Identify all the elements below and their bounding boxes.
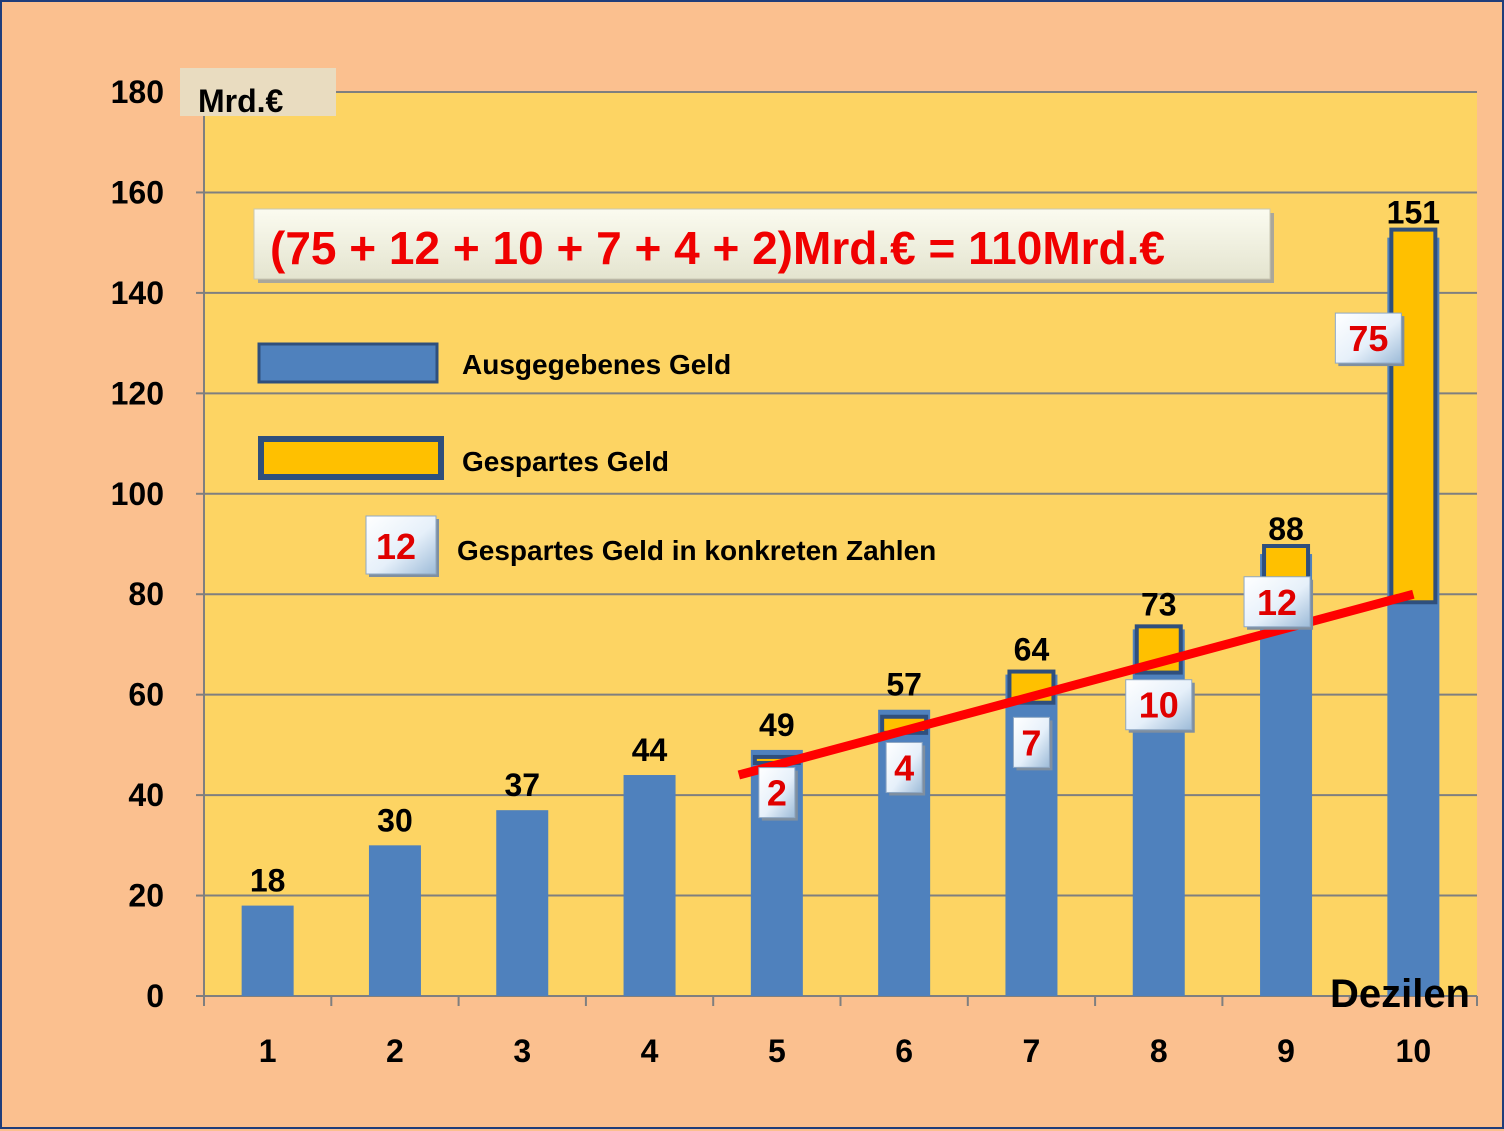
- y-tick-label: 120: [111, 375, 164, 411]
- formula-box: [253, 208, 1271, 280]
- legend-sample-box: [365, 515, 437, 575]
- unit-label: Mrd.€: [198, 83, 284, 119]
- savings-number: 7: [1021, 722, 1041, 763]
- savings-number-box: [1243, 576, 1311, 628]
- savings-number-box: [1012, 716, 1050, 768]
- legend-sample-number: 12: [376, 526, 416, 567]
- data-label-total: 64: [1014, 632, 1050, 668]
- y-tick-label: 160: [111, 174, 164, 210]
- y-tick-label: 100: [111, 476, 164, 512]
- y-tick-label: 60: [128, 677, 164, 713]
- savings-number-box: [1334, 312, 1402, 364]
- formula-text: (75 + 12 + 10 + 7 + 4 + 2)Mrd.€ = 110Mrd…: [270, 222, 1165, 274]
- legend-label-spent: Ausgegebenes Geld: [462, 349, 731, 380]
- data-label-total: 49: [759, 707, 795, 743]
- x-axis-label: Dezilen: [1330, 972, 1470, 1016]
- x-tick-label: 7: [1023, 1033, 1041, 1069]
- y-tick-label: 180: [111, 74, 164, 110]
- legend-swatch-saved: [258, 436, 444, 480]
- data-label-total: 44: [632, 732, 668, 768]
- data-label-total: 151: [1387, 195, 1440, 231]
- x-tick-label: 4: [641, 1033, 659, 1069]
- x-tick-label: 2: [386, 1033, 404, 1069]
- savings-number-box: [885, 741, 923, 793]
- bar-spent: [368, 845, 421, 996]
- savings-number: 75: [1348, 318, 1388, 359]
- savings-number: 2: [767, 773, 787, 814]
- legend: Ausgegebenes Geld Gespartes Geld 12 Gesp…: [257, 342, 936, 577]
- savings-number: 12: [1257, 582, 1297, 623]
- legend-label-saved: Gespartes Geld: [462, 446, 669, 477]
- savings-number-box: [758, 767, 796, 819]
- bar-spent: [496, 810, 549, 996]
- y-tick-label: 40: [128, 777, 164, 813]
- data-label-total: 18: [250, 863, 286, 899]
- x-tick-label: 9: [1277, 1033, 1295, 1069]
- x-tick-label: 5: [768, 1033, 786, 1069]
- data-label-total: 88: [1268, 511, 1304, 547]
- savings-number: 10: [1139, 685, 1179, 726]
- bar-spent: [623, 775, 676, 996]
- savings-number-box: [1125, 679, 1193, 731]
- data-label-total: 30: [377, 802, 413, 838]
- data-label-total: 37: [504, 767, 540, 803]
- x-tick-label: 8: [1150, 1033, 1168, 1069]
- savings-number: 4: [894, 747, 914, 788]
- y-tick-label: 140: [111, 275, 164, 311]
- legend-swatch-spent: [257, 342, 439, 384]
- x-tick-label: 6: [895, 1033, 913, 1069]
- bar-spent: [241, 905, 294, 996]
- x-tick-label: 10: [1396, 1033, 1432, 1069]
- legend-label-numbers: Gespartes Geld in konkreten Zahlen: [457, 535, 936, 566]
- x-tick-label: 3: [513, 1033, 531, 1069]
- bar-saved: [1389, 227, 1438, 605]
- y-tick-label: 80: [128, 576, 164, 612]
- y-tick-label: 20: [128, 878, 164, 914]
- data-label-total: 73: [1141, 586, 1177, 622]
- data-label-total: 57: [886, 667, 922, 703]
- unit-label-box: [180, 68, 336, 116]
- x-tick-label: 1: [259, 1033, 277, 1069]
- y-tick-label: 0: [146, 978, 164, 1014]
